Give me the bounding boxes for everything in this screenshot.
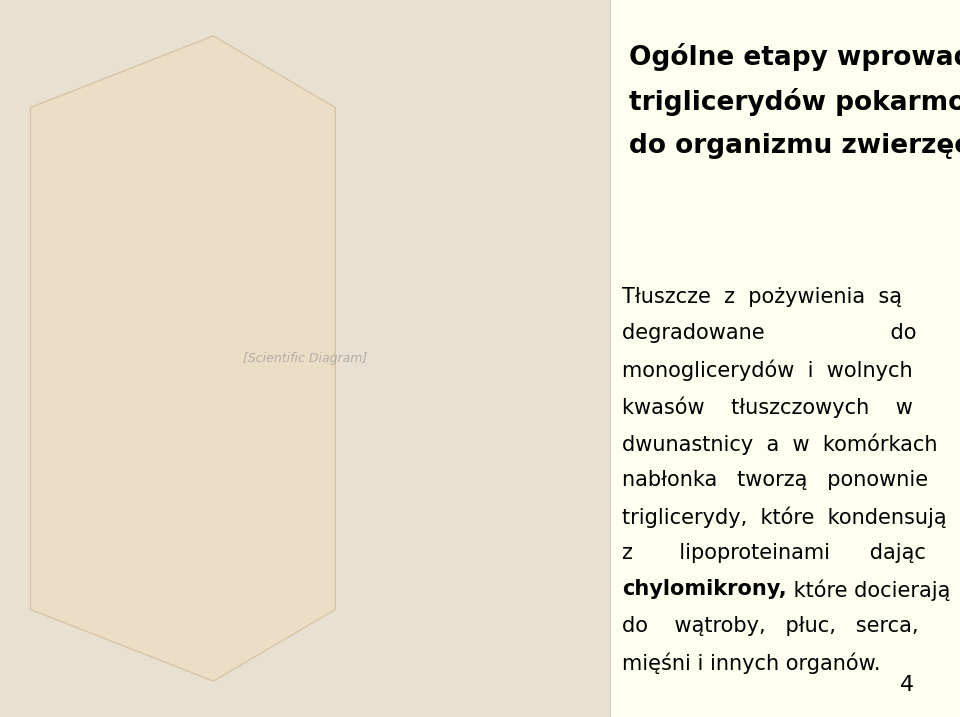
Text: kwasów    tłuszczowych    w: kwasów tłuszczowych w: [622, 397, 913, 418]
Text: [Scientific Diagram]: [Scientific Diagram]: [243, 352, 367, 365]
FancyBboxPatch shape: [0, 0, 610, 717]
Text: z       lipoproteinami      dając: z lipoproteinami dając: [622, 543, 926, 563]
Text: do organizmu zwierzęcia: do organizmu zwierzęcia: [629, 133, 960, 159]
Text: nabłonka   tworzą   ponownie: nabłonka tworzą ponownie: [622, 470, 928, 490]
Text: triglicerydów pokarmowych: triglicerydów pokarmowych: [629, 88, 960, 116]
Text: chylomikrony,: chylomikrony,: [622, 579, 786, 599]
Text: dwunastnicy  a  w  komórkach: dwunastnicy a w komórkach: [622, 433, 938, 455]
Text: monoglicerydów  i  wolnych: monoglicerydów i wolnych: [622, 360, 913, 381]
Text: Ogólne etapy wprowadzania: Ogólne etapy wprowadzania: [629, 43, 960, 71]
Text: Tłuszcze  z  pożywienia  są: Tłuszcze z pożywienia są: [622, 287, 902, 307]
Text: degradowane                   do: degradowane do: [622, 323, 917, 343]
Text: mięśni i innych organów.: mięśni i innych organów.: [622, 652, 880, 674]
Polygon shape: [31, 36, 335, 681]
Text: do    wątroby,   płuc,   serca,: do wątroby, płuc, serca,: [622, 616, 919, 636]
Text: triglicerydy,  które  kondensują: triglicerydy, które kondensują: [622, 506, 947, 528]
Text: które docierają: które docierają: [786, 579, 950, 601]
Text: 4: 4: [900, 675, 914, 695]
